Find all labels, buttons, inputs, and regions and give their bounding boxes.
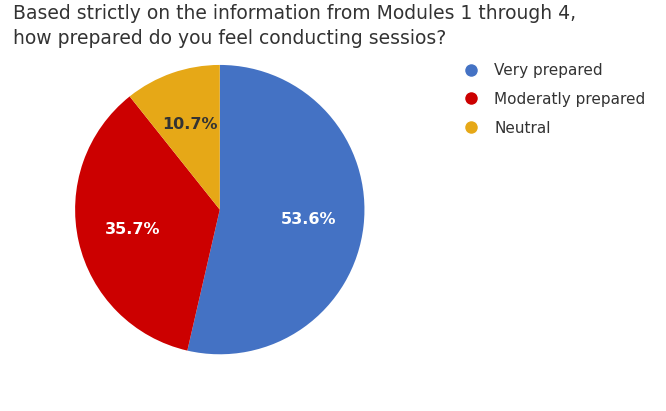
Text: 35.7%: 35.7%	[105, 222, 160, 237]
Wedge shape	[130, 65, 220, 210]
Text: 53.6%: 53.6%	[281, 212, 336, 227]
Wedge shape	[187, 65, 364, 354]
Legend: Very prepared, Moderatly prepared, Neutral: Very prepared, Moderatly prepared, Neutr…	[450, 57, 652, 142]
Text: 10.7%: 10.7%	[163, 118, 218, 132]
Wedge shape	[75, 97, 220, 351]
Text: Based strictly on the information from Modules 1 through 4,
how prepared do you : Based strictly on the information from M…	[13, 4, 577, 48]
